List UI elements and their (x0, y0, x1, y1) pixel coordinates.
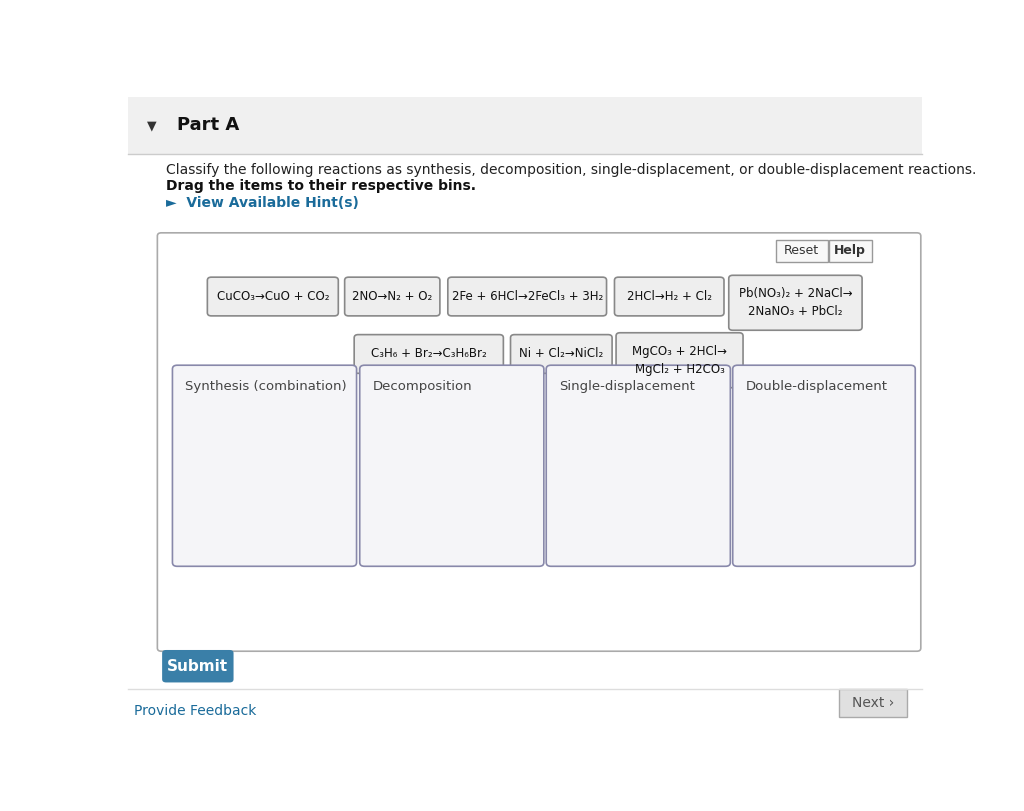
Text: Submit: Submit (167, 659, 228, 674)
FancyBboxPatch shape (354, 335, 504, 373)
Text: Synthesis (combination): Synthesis (combination) (185, 380, 347, 393)
Text: Reset: Reset (784, 244, 819, 257)
Text: MgCO₃ + 2HCl→
MgCl₂ + H2CO₃: MgCO₃ + 2HCl→ MgCl₂ + H2CO₃ (632, 345, 727, 375)
FancyBboxPatch shape (162, 650, 233, 682)
FancyBboxPatch shape (128, 97, 922, 153)
FancyBboxPatch shape (158, 233, 921, 651)
Text: Drag the items to their respective bins.: Drag the items to their respective bins. (166, 179, 476, 193)
Text: 2Fe + 6HCl→2FeCl₃ + 3H₂: 2Fe + 6HCl→2FeCl₃ + 3H₂ (452, 290, 603, 303)
FancyBboxPatch shape (207, 277, 338, 316)
Text: C₃H₆ + Br₂→C₃H₆Br₂: C₃H₆ + Br₂→C₃H₆Br₂ (371, 347, 486, 360)
Text: Help: Help (835, 244, 866, 257)
FancyBboxPatch shape (447, 277, 606, 316)
Text: Decomposition: Decomposition (373, 380, 472, 393)
FancyBboxPatch shape (828, 240, 871, 262)
Text: ►  View Available Hint(s): ► View Available Hint(s) (166, 195, 359, 210)
FancyBboxPatch shape (614, 277, 724, 316)
Text: Single-displacement: Single-displacement (559, 380, 695, 393)
FancyBboxPatch shape (359, 365, 544, 566)
Text: CuCO₃→CuO + CO₂: CuCO₃→CuO + CO₂ (217, 290, 329, 303)
Text: Part A: Part A (177, 117, 240, 135)
Text: Double-displacement: Double-displacement (745, 380, 888, 393)
Text: Classify the following reactions as synthesis, decomposition, single-displacemen: Classify the following reactions as synt… (166, 163, 977, 178)
FancyBboxPatch shape (172, 365, 356, 566)
FancyBboxPatch shape (775, 240, 828, 262)
FancyBboxPatch shape (616, 333, 743, 388)
FancyBboxPatch shape (839, 689, 907, 717)
Text: ▼: ▼ (147, 119, 157, 132)
Text: Next ›: Next › (852, 696, 894, 710)
FancyBboxPatch shape (345, 277, 440, 316)
Text: Provide Feedback: Provide Feedback (134, 704, 257, 718)
Text: Ni + Cl₂→NiCl₂: Ni + Cl₂→NiCl₂ (519, 347, 603, 360)
Text: 2NO→N₂ + O₂: 2NO→N₂ + O₂ (352, 290, 432, 303)
FancyBboxPatch shape (511, 335, 612, 373)
Text: 2HCl→H₂ + Cl₂: 2HCl→H₂ + Cl₂ (627, 290, 712, 303)
FancyBboxPatch shape (729, 275, 862, 330)
FancyBboxPatch shape (733, 365, 915, 566)
FancyBboxPatch shape (546, 365, 730, 566)
Text: Pb(NO₃)₂ + 2NaCl→
2NaNO₃ + PbCl₂: Pb(NO₃)₂ + 2NaCl→ 2NaNO₃ + PbCl₂ (738, 287, 852, 318)
